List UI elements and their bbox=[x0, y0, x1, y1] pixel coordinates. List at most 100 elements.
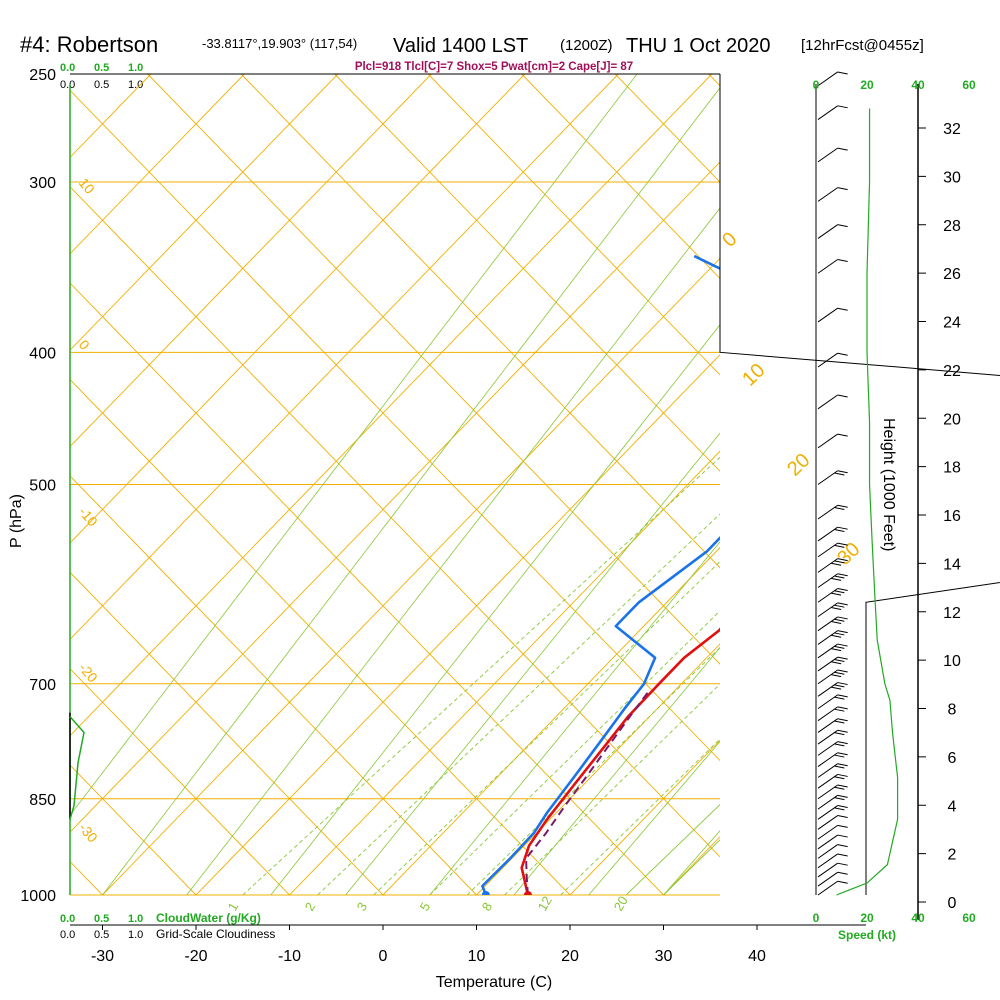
temperature-trace bbox=[520, 627, 720, 895]
wind-barb bbox=[817, 844, 848, 859]
cloudiness-tick: 0.0 bbox=[60, 79, 75, 91]
wind-barb bbox=[817, 558, 848, 573]
isotherm-line bbox=[476, 643, 720, 895]
wind-barb bbox=[817, 853, 848, 869]
y-tick-label: 1000 bbox=[20, 888, 56, 905]
x-tick-label: 20 bbox=[561, 948, 579, 965]
isotherm-line bbox=[757, 74, 1000, 895]
wind-barb bbox=[817, 706, 848, 722]
isotherm-label: -30 bbox=[76, 820, 101, 846]
wind-barb bbox=[817, 352, 848, 368]
wind-barb bbox=[817, 394, 848, 410]
cloudiness-tick: 0.5 bbox=[94, 929, 109, 941]
isotherm-line bbox=[70, 74, 339, 351]
wind-barb bbox=[817, 616, 848, 632]
isotherm-label: 0 bbox=[718, 228, 741, 252]
mixing-ratio-label: 20 bbox=[611, 893, 631, 913]
wind-barb bbox=[817, 259, 848, 274]
wind-barb bbox=[817, 602, 848, 618]
wind-barb bbox=[817, 784, 848, 800]
plot-right-border bbox=[719, 74, 1000, 895]
isotherm-label: 10 bbox=[76, 175, 98, 197]
cloudwater-tick: 1.0 bbox=[128, 62, 143, 74]
y-tick-label: 850 bbox=[29, 792, 56, 809]
height-tick-label: 8 bbox=[948, 702, 957, 719]
height-tick-label: 10 bbox=[943, 653, 961, 670]
mixing-ratio-line bbox=[625, 803, 720, 895]
wind-barb bbox=[817, 871, 848, 887]
isotherm-label: -10 bbox=[76, 504, 101, 530]
wind-barb bbox=[817, 815, 848, 830]
wind-barb bbox=[817, 588, 848, 603]
wind-barb bbox=[817, 71, 848, 87]
height-tick-label: 6 bbox=[948, 750, 957, 767]
x-tick-label: -20 bbox=[184, 948, 207, 965]
x-tick-label: -10 bbox=[278, 948, 301, 965]
mixing-ratio-line bbox=[504, 683, 720, 895]
mixing-ratio-line bbox=[373, 561, 720, 895]
wind-barb bbox=[817, 805, 848, 820]
wind-barb bbox=[817, 433, 848, 449]
isotherm-label: 10 bbox=[738, 359, 769, 390]
cloudwater-tick: 0.5 bbox=[94, 62, 109, 74]
height-tick-label: 22 bbox=[943, 363, 961, 380]
wind-barb bbox=[817, 824, 848, 840]
wind-barb bbox=[817, 763, 848, 778]
valid-date: THU 1 Oct 2020 bbox=[626, 35, 771, 57]
cloudwater-label: CloudWater (g/Kg) bbox=[156, 911, 261, 925]
wind-barb bbox=[817, 526, 848, 542]
wind-barb bbox=[817, 307, 848, 323]
height-tick-label: 14 bbox=[943, 556, 961, 573]
height-tick-label: 12 bbox=[943, 605, 961, 622]
height-tick-label: 20 bbox=[943, 411, 961, 428]
x-tick-label: -30 bbox=[91, 948, 114, 965]
x-axis-label: Temperature (C) bbox=[436, 974, 552, 991]
cloudiness-tick: 1.0 bbox=[128, 929, 143, 941]
y-tick-label: 400 bbox=[29, 345, 56, 362]
y-tick-label: 250 bbox=[29, 67, 56, 84]
station-title: #4: Robertson bbox=[20, 32, 158, 57]
dewpoint-trace bbox=[481, 254, 720, 895]
mixing-ratio-line bbox=[429, 610, 720, 895]
height-tick-label: 16 bbox=[943, 508, 961, 525]
wind-barb bbox=[817, 794, 848, 810]
height-tick-label: 2 bbox=[948, 847, 957, 864]
x-tick-label: 30 bbox=[655, 948, 673, 965]
cloudiness-tick: 1.0 bbox=[128, 79, 143, 91]
cloud-water-line bbox=[69, 716, 85, 820]
wind-speed-profile bbox=[836, 108, 899, 896]
dry-adiabat-line bbox=[334, 74, 720, 472]
isotherm-line bbox=[569, 739, 720, 895]
isotherm-line bbox=[70, 74, 245, 255]
speed-scale: 0 20 40 60 0 20 40 60 Speed (kt) bbox=[813, 78, 976, 942]
wind-panel bbox=[815, 71, 899, 896]
wind-barb bbox=[817, 630, 848, 645]
wind-barb bbox=[817, 880, 848, 896]
speed-tick-bottom: 0 bbox=[813, 911, 820, 925]
forecast-label: [12hrFcst@0455z] bbox=[801, 37, 924, 54]
wind-barb bbox=[817, 862, 848, 878]
wind-barb bbox=[817, 669, 848, 685]
chart-header: #4: Robertson -33.8117°,19.903° (117,54)… bbox=[20, 32, 924, 73]
mixing-ratio-label: 12 bbox=[535, 893, 555, 913]
speed-tick-top: 0 bbox=[813, 78, 820, 92]
height-tick-label: 0 bbox=[948, 895, 957, 912]
dry-adiabat-line bbox=[521, 74, 720, 280]
mixing-ratio-line bbox=[560, 738, 720, 895]
cloudwater-tick: 0.0 bbox=[60, 62, 75, 74]
isotherm-line bbox=[944, 74, 1000, 895]
cloudiness-tick: 0.5 bbox=[94, 79, 109, 91]
y-axis-label: P (hPa) bbox=[8, 494, 25, 548]
wind-barb bbox=[817, 656, 848, 672]
stability-indices: Plcl=918 Tlcl[C]=7 Shox=5 Pwat[cm]=2 Cap… bbox=[355, 61, 633, 73]
parcel-trace bbox=[525, 691, 649, 895]
station-coords: -33.8117°,19.903° (117,54) bbox=[202, 36, 357, 51]
speed-tick-top: 60 bbox=[962, 78, 976, 92]
height-tick-label: 32 bbox=[943, 121, 961, 138]
cloud-scales: 0.0 0.5 1.0 0.0 0.5 1.0 0.0 0.5 1.0 Clou… bbox=[60, 62, 275, 941]
x-tick-label: 0 bbox=[379, 948, 388, 965]
speed-tick-bottom: 20 bbox=[860, 911, 874, 925]
